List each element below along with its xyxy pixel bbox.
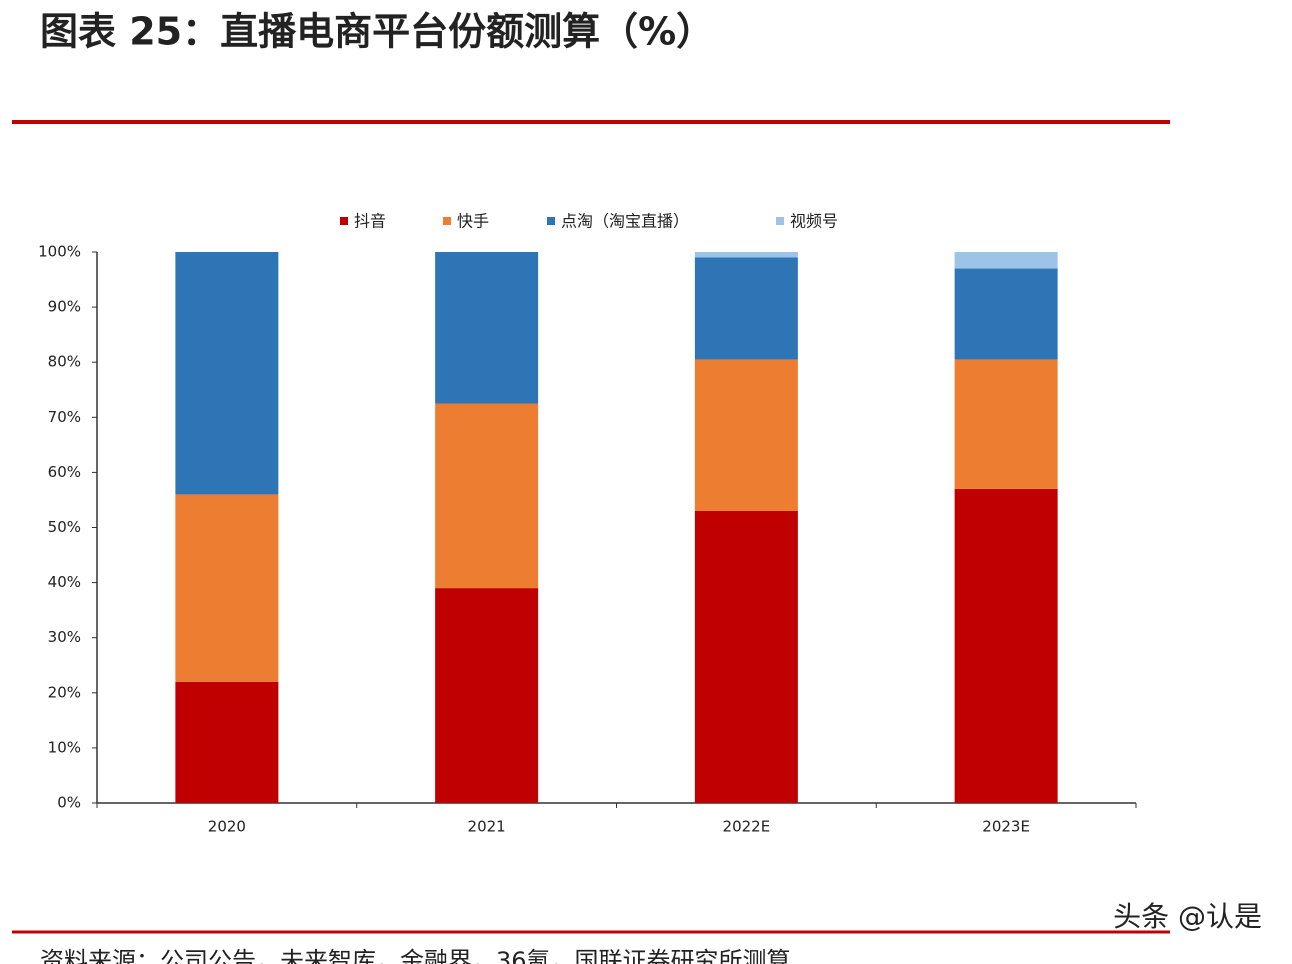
y-tick-label: 0%	[57, 794, 81, 812]
y-tick-label: 60%	[48, 463, 81, 481]
bar-segment	[175, 681, 279, 803]
bar-segment	[694, 510, 798, 803]
y-tick-label: 30%	[48, 628, 81, 646]
bar-segment	[954, 488, 1058, 803]
bar-segment	[694, 252, 798, 258]
legend-label: 视频号	[790, 212, 838, 231]
bar-segment	[435, 588, 539, 803]
source-note: 资料来源：公司公告，未来智库，金融界，36氪，国联证券研究所测算	[40, 947, 791, 964]
bar-segment	[694, 359, 798, 511]
y-tick-label: 20%	[48, 683, 81, 701]
y-tick-label: 10%	[48, 738, 81, 756]
y-tick-label: 100%	[38, 243, 81, 261]
bar-segment	[175, 494, 279, 682]
y-tick-label: 50%	[48, 518, 81, 536]
x-tick-label: 2021	[468, 818, 506, 836]
legend-swatch	[340, 217, 348, 225]
legend-label: 快手	[457, 212, 489, 231]
x-tick-label: 2020	[208, 818, 246, 836]
bar-segment	[954, 359, 1058, 489]
bar-segment	[435, 252, 539, 404]
bar-segment	[954, 268, 1058, 360]
legend-swatch	[443, 217, 451, 225]
bar-segment	[175, 252, 279, 495]
bar-segment	[435, 403, 539, 589]
x-tick-label: 2023E	[982, 818, 1030, 836]
bar-segment	[694, 257, 798, 360]
y-tick-label: 90%	[48, 298, 81, 316]
y-tick-label: 70%	[48, 408, 81, 426]
legend-label: 点淘（淘宝直播）	[561, 212, 689, 231]
bar-segment	[954, 252, 1058, 269]
legend-label: 抖音	[354, 212, 386, 231]
page-title: 图表 25：直播电商平台份额测算（%）	[40, 10, 714, 54]
legend-swatch	[776, 217, 784, 225]
legend-swatch	[547, 217, 555, 225]
watermark: 头条 @认是	[1113, 900, 1262, 933]
x-tick-label: 2022E	[723, 818, 771, 836]
y-tick-label: 80%	[48, 353, 81, 371]
y-tick-label: 40%	[48, 573, 81, 591]
